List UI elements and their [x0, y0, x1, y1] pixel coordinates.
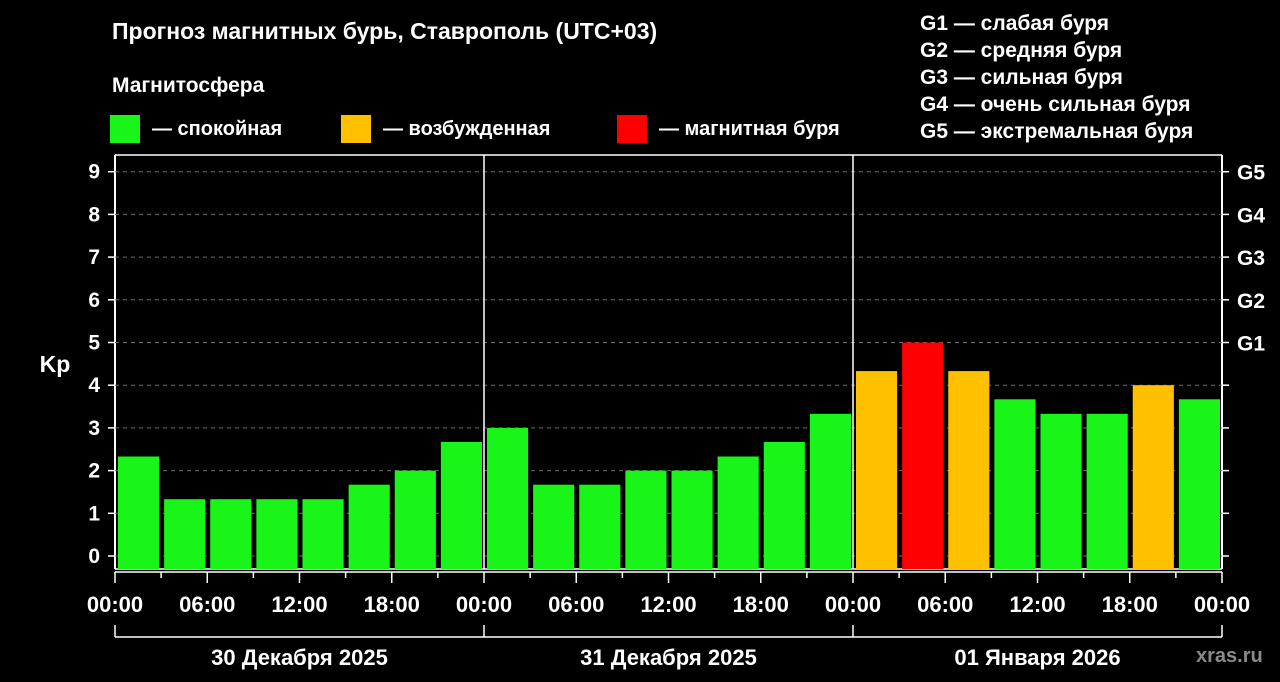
x-tick-label: 00:00	[456, 592, 512, 617]
kp-bar	[625, 470, 667, 569]
x-tick-label: 00:00	[825, 592, 881, 617]
x-tick-label: 00:00	[1194, 592, 1250, 617]
kp-bar	[948, 371, 990, 569]
kp-bar	[302, 499, 344, 569]
g-legend-g2: G2 — средняя буря	[920, 39, 1123, 62]
day-label: 01 Января 2026	[954, 645, 1120, 670]
x-tick-label: 18:00	[733, 592, 789, 617]
y-tick-label: 1	[88, 502, 100, 525]
kp-bar	[856, 371, 898, 569]
x-tick-label: 18:00	[1102, 592, 1158, 617]
kp-bar	[994, 399, 1036, 569]
legend-swatch-active	[341, 115, 371, 143]
kp-bar	[210, 499, 252, 569]
y-tick-label: 9	[88, 161, 100, 184]
watermark: xras.ru	[1196, 645, 1263, 667]
y-tick-label: 0	[88, 545, 100, 568]
g-scale-label: G5	[1237, 162, 1265, 185]
day-label: 31 Декабря 2025	[580, 645, 757, 670]
kp-bar	[763, 441, 805, 569]
kp-bar	[533, 484, 575, 569]
g-scale-legend: G1 — слабая буря G2 — средняя буря G3 — …	[920, 10, 1193, 145]
g-legend-g5: G5 — экстремальная буря	[920, 120, 1194, 143]
x-tick-label: 06:00	[917, 592, 973, 617]
day-label: 30 Декабря 2025	[211, 645, 388, 670]
kp-bar	[440, 441, 482, 569]
x-tick-label: 12:00	[271, 592, 327, 617]
kp-bar	[164, 499, 206, 569]
kp-bar	[902, 342, 944, 569]
x-tick-label: 00:00	[87, 592, 143, 617]
x-tick-label: 12:00	[1009, 592, 1065, 617]
kp-bar	[394, 470, 436, 569]
kp-bar	[118, 456, 160, 569]
y-tick-label: 4	[88, 374, 100, 397]
chart-title: Прогноз магнитных бурь, Ставрополь (UTC+…	[112, 18, 658, 44]
x-tick-label: 12:00	[640, 592, 696, 617]
kp-bar	[809, 413, 851, 569]
kp-bar	[1086, 413, 1128, 569]
kp-bar	[1178, 399, 1220, 569]
g-scale-label: G2	[1237, 290, 1265, 313]
legend-swatch-quiet	[110, 115, 140, 143]
x-tick-label: 18:00	[364, 592, 420, 617]
kp-bar	[487, 427, 529, 569]
kp-bar	[579, 484, 621, 569]
y-tick-label: 8	[88, 203, 100, 226]
x-tick-label: 06:00	[548, 592, 604, 617]
kp-bar	[348, 484, 390, 569]
kp-bar	[256, 499, 298, 569]
y-axis-label: Kp	[40, 351, 71, 377]
x-tick-label: 06:00	[179, 592, 235, 617]
legend-swatch-storm	[617, 115, 647, 143]
legend-label-quiet: — спокойная	[152, 118, 283, 140]
kp-bar	[671, 470, 713, 569]
y-tick-label: 7	[88, 246, 100, 269]
y-tick-label: 3	[88, 417, 100, 440]
y-tick-label: 6	[88, 289, 100, 312]
legend-label-active: — возбужденная	[383, 118, 551, 140]
legend-label-storm: — магнитная буря	[659, 118, 840, 140]
kp-bar	[1040, 413, 1082, 569]
y-tick-label: 2	[88, 460, 100, 483]
g-scale-label: G4	[1237, 204, 1265, 227]
g-scale-label: G1	[1237, 333, 1265, 356]
kp-bar	[717, 456, 759, 569]
g-legend-g1: G1 — слабая буря	[920, 12, 1110, 35]
y-tick-label: 5	[88, 332, 100, 355]
kp-bar	[1132, 385, 1174, 569]
g-scale-label: G3	[1237, 247, 1265, 270]
g-legend-g3: G3 — сильная буря	[920, 66, 1123, 89]
g-legend-g4: G4 — очень сильная буря	[920, 93, 1191, 116]
legend-subtitle: Магнитосфера	[112, 74, 265, 97]
